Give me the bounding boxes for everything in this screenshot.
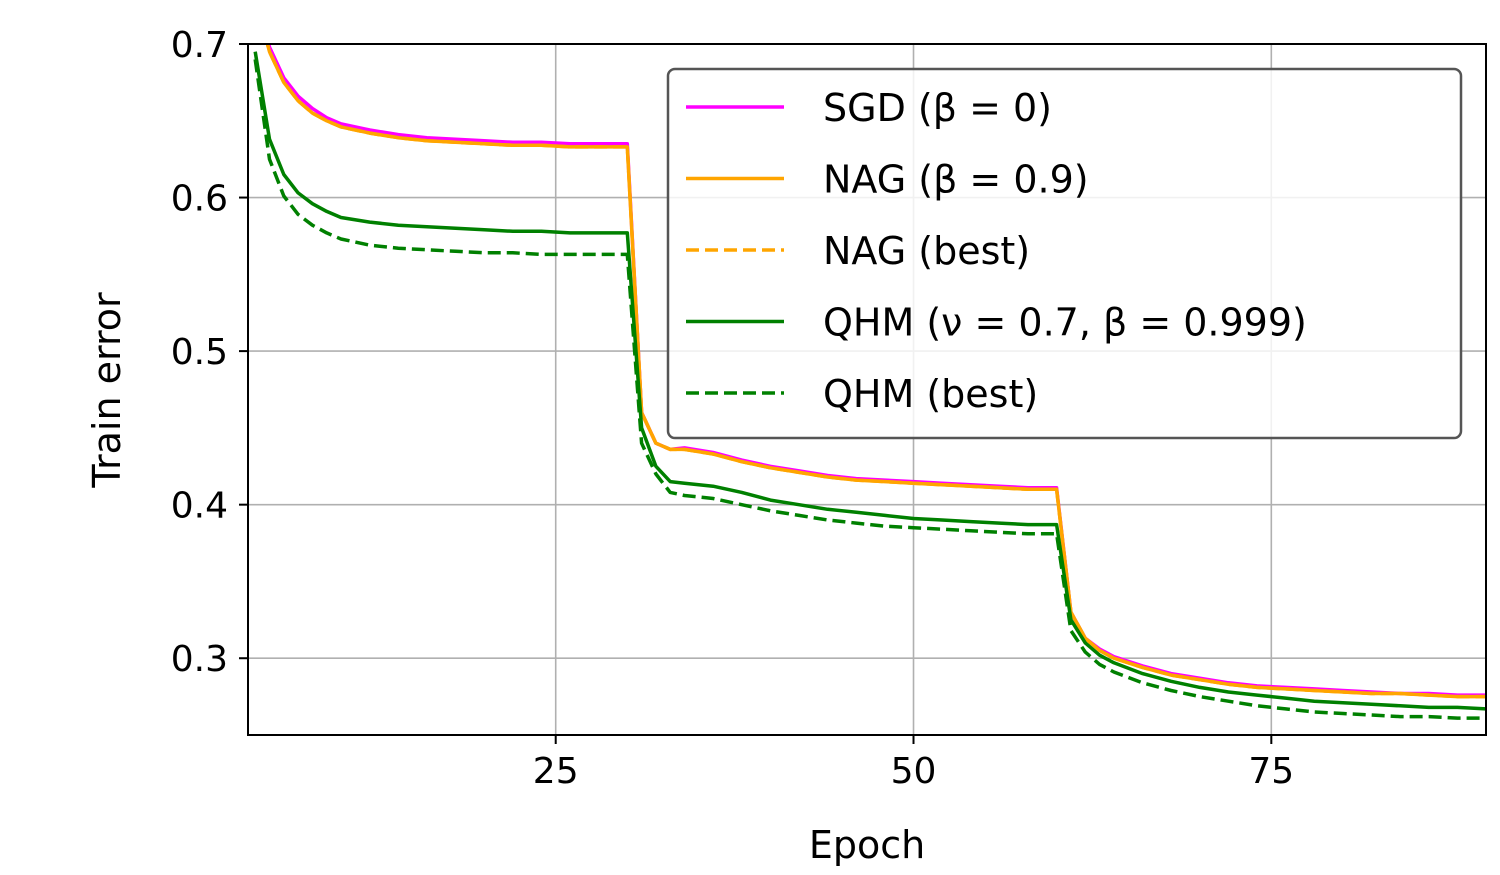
x-tick-label: 25 [533, 751, 579, 792]
series-group [253, 44, 1486, 720]
y-tick-label: 0.7 [171, 25, 228, 66]
ticks: 25 50 75 0.3 0.4 0.5 0.6 0.7 [171, 25, 1294, 792]
y-tick-label: 0.4 [171, 486, 228, 527]
legend-label-3: NAG (best) [823, 229, 1030, 273]
series-line-5 [253, 59, 1486, 720]
y-tick-label: 0.3 [171, 639, 228, 680]
legend-label-1: SGD (β = 0) [823, 86, 1052, 130]
x-axis-title: Epoch [809, 823, 925, 867]
y-tick-label: 0.5 [171, 332, 228, 373]
series-line-3 [265, 44, 1486, 699]
legend: SGD (β = 0) NAG (β = 0.9) NAG (best) QHM (ν… [666, 67, 1463, 440]
y-tick-label: 0.6 [171, 179, 228, 220]
series-line-4 [253, 51, 1486, 711]
legend-label-2: NAG (β = 0.9) [823, 158, 1089, 202]
x-tick-label: 75 [1248, 751, 1294, 792]
legend-label-4: QHM (ν = 0.7, β = 0.999) [823, 301, 1307, 345]
legend-label-5: QHM (best) [823, 372, 1038, 416]
plot-frame [247, 43, 1487, 736]
x-tick-label: 50 [891, 751, 937, 792]
y-axis-title: Train error [85, 292, 129, 489]
legend-box [666, 67, 1463, 440]
